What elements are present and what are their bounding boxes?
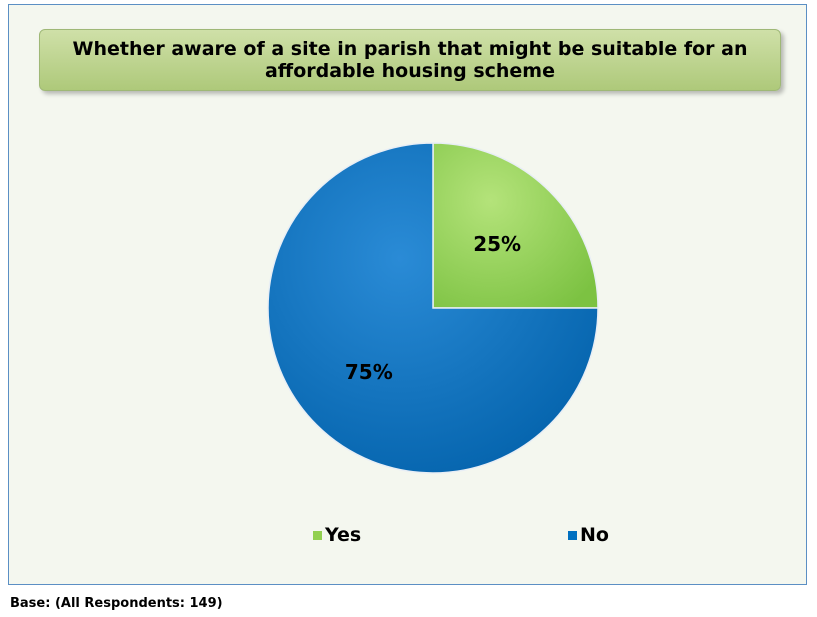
data-label-no: 75%	[345, 360, 393, 384]
legend-swatch-yes	[313, 530, 322, 540]
chart-frame: Whether aware of a site in parish that m…	[8, 4, 807, 585]
legend-item-no: No	[568, 524, 609, 546]
data-label-yes: 25%	[473, 232, 521, 256]
pie-slice-no	[267, 142, 599, 474]
base-footnote: Base: (All Respondents: 149)	[10, 596, 223, 611]
legend-label-yes: Yes	[325, 524, 362, 546]
legend-label-no: No	[580, 524, 609, 546]
chart-title-box: Whether aware of a site in parish that m…	[39, 29, 781, 91]
pie-slice-yes	[432, 142, 599, 309]
chart-title: Whether aware of a site in parish that m…	[72, 38, 748, 82]
legend-item-yes: Yes	[313, 524, 361, 546]
legend-swatch-no	[568, 530, 577, 540]
